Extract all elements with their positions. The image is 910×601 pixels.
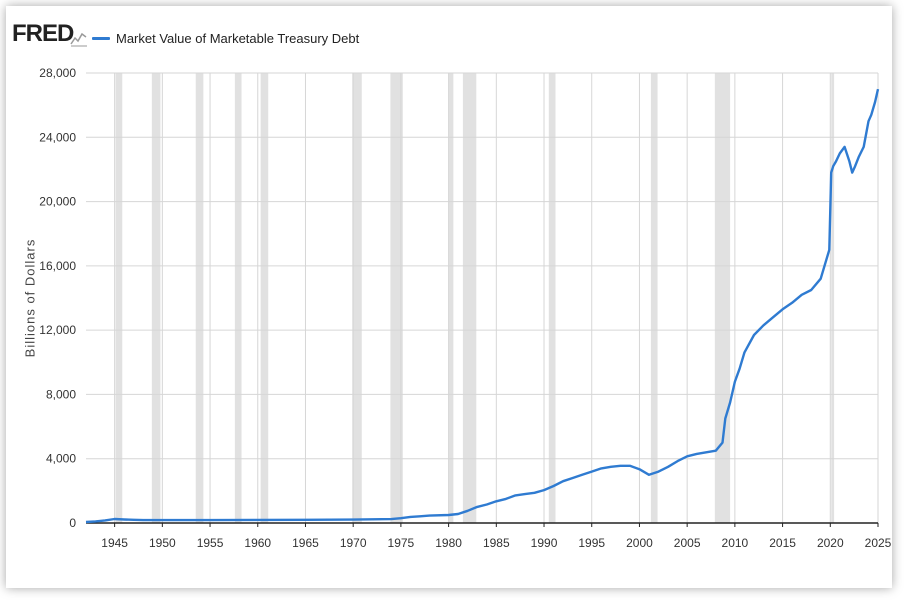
recession-band: [462, 73, 477, 523]
x-tick-label: 2000: [626, 536, 653, 550]
y-tick-label: 20,000: [39, 195, 76, 209]
x-tick-label: 1945: [101, 536, 128, 550]
x-tick-label: 1990: [531, 536, 558, 550]
recession-band: [352, 73, 362, 523]
x-tick-label: 2010: [722, 536, 749, 550]
recession-band: [650, 73, 658, 523]
x-tick-label: 1955: [197, 536, 224, 550]
legend-label: Market Value of Marketable Treasury Debt: [116, 31, 360, 46]
sparkline-icon: [70, 32, 87, 47]
chart-legend[interactable]: Market Value of Marketable Treasury Debt: [92, 31, 359, 46]
x-tick-label: 1970: [340, 536, 367, 550]
legend-swatch: [92, 37, 110, 40]
recession-band: [714, 73, 731, 523]
x-tick-label: 2015: [769, 536, 796, 550]
y-tick-label: 12,000: [39, 323, 76, 337]
series-line: [85, 88, 880, 524]
x-tick-label: 1965: [292, 536, 319, 550]
x-tick-label: 1975: [388, 536, 415, 550]
recession-band: [260, 73, 269, 523]
x-tick-label: 1995: [578, 536, 605, 550]
x-tick-label: 2025: [865, 536, 892, 550]
x-tick-label: 1950: [149, 536, 176, 550]
fred-logo[interactable]: FRED: [12, 20, 74, 47]
recession-band: [115, 73, 123, 523]
recession-band: [831, 73, 835, 523]
y-tick-label: 0: [69, 516, 76, 530]
y-tick-label: 4,000: [46, 452, 76, 466]
recession-band: [390, 73, 403, 523]
recession-band: [548, 73, 556, 523]
x-tick-label: 2020: [817, 536, 844, 550]
recession-band: [234, 73, 242, 523]
y-tick-label: 28,000: [39, 66, 76, 80]
x-tick-label: 2005: [674, 536, 701, 550]
y-tick-label: 24,000: [39, 130, 76, 144]
x-tick-label: 1960: [244, 536, 271, 550]
recession-band: [151, 73, 161, 523]
recession-band: [195, 73, 204, 523]
y-tick-label: 16,000: [39, 259, 76, 273]
y-tick-label: 8,000: [46, 387, 76, 401]
x-tick-label: 1980: [435, 536, 462, 550]
recession-band: [448, 73, 454, 523]
x-tick-label: 1985: [483, 536, 510, 550]
